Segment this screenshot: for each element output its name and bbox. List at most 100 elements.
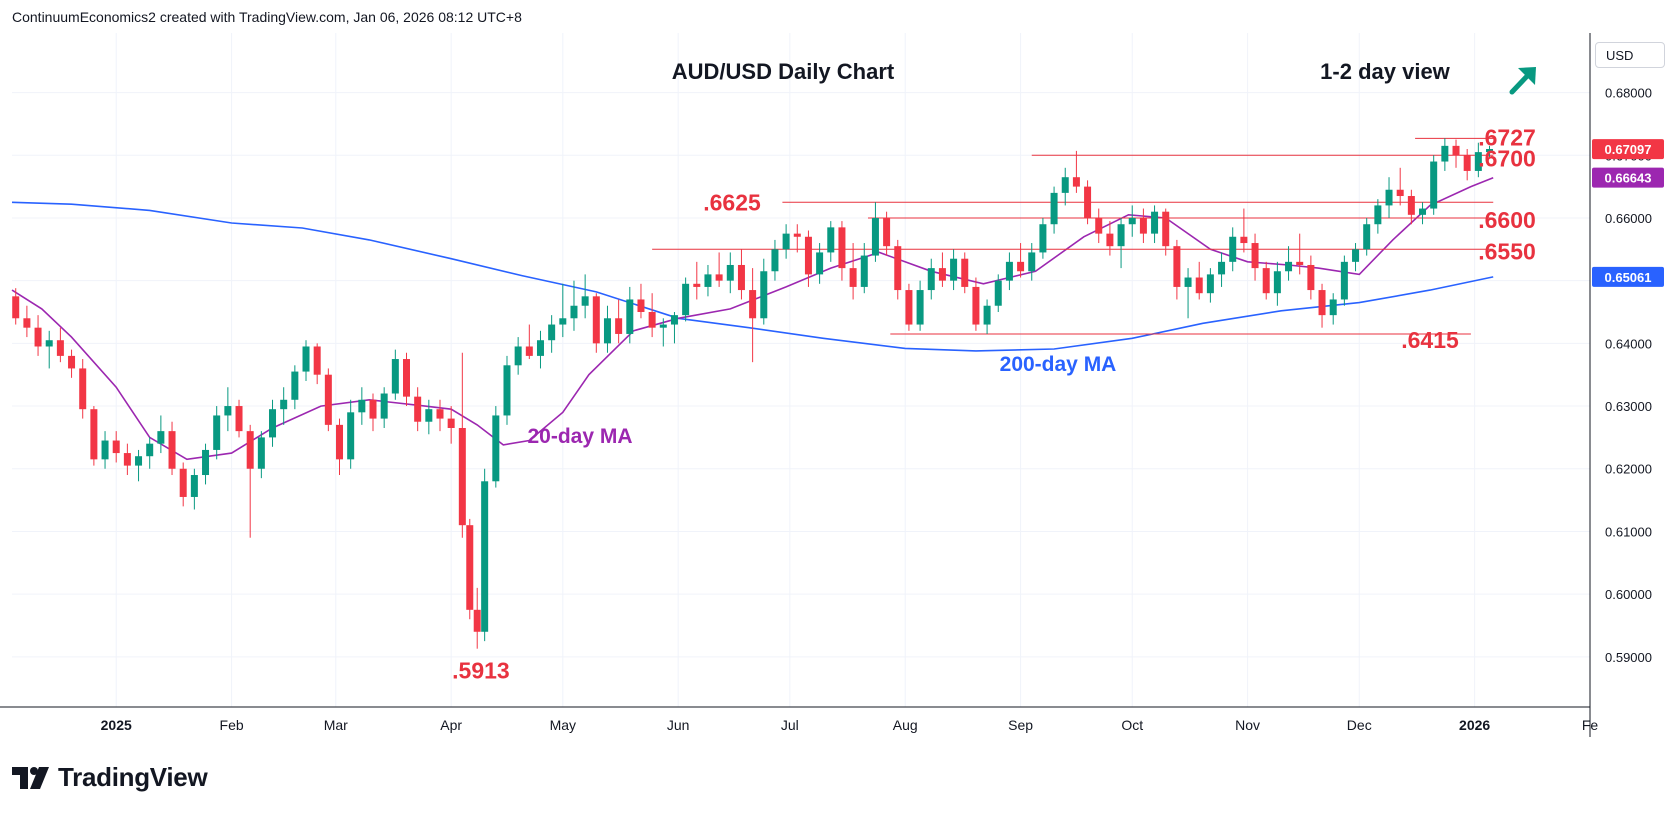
candle-body [782,233,790,250]
candle-body [536,340,544,356]
level-label: .6415 [1401,327,1459,353]
candle-body [224,406,232,416]
price-tick-label: 0.59000 [1605,650,1652,665]
candle-body [603,318,611,344]
chart-grid [12,33,1591,707]
candle-body [1452,145,1460,156]
candle-body [257,437,265,469]
candle-body [425,409,433,422]
candle-body [816,252,824,275]
view-label: 1-2 day view [1320,59,1451,84]
ma200-line [11,201,1494,352]
candle-body [704,274,712,287]
candle-body [659,324,667,328]
candle-body [1218,261,1226,275]
ma20-layer [11,177,1494,461]
candle-body [369,399,377,419]
candle-body [1028,252,1036,272]
candle-body [648,312,656,328]
candle-body [570,305,578,319]
price-tick-label: 0.62000 [1605,462,1652,477]
candle-body [860,255,868,287]
candle-body [492,415,500,482]
candle-body [391,359,399,394]
candle-body [1095,217,1103,234]
candle-body [436,409,444,419]
currency-label[interactable]: USD [1595,42,1665,68]
candle-body [1251,243,1259,269]
time-tick-label: Mar [324,717,348,733]
time-tick-label: May [550,717,576,733]
level-label: .6625 [703,189,761,215]
time-tick-label: Nov [1235,717,1260,733]
candle-body [291,371,299,400]
candle-body [1486,148,1494,153]
candle-body [1262,268,1270,294]
candle-body [1318,290,1326,316]
time-tick-label: 2026 [1459,717,1490,733]
level-label: .6550 [1478,238,1536,264]
candle-body [324,374,332,425]
candle-body [838,227,846,269]
candle-body [793,233,801,237]
candle-body [749,290,757,319]
candle-body [90,409,98,460]
annotation-layer: AUD/USD Daily Chart 1-2 day view .6727.670… [452,59,1536,684]
candle-body [950,258,958,281]
candle-body [871,217,879,256]
candle-body [1162,211,1170,247]
candle-body [626,299,634,334]
time-tick-label: Jul [781,717,799,733]
candle-body [1128,217,1136,225]
candle-body [347,412,355,460]
price-tick-label: 0.63000 [1605,399,1652,414]
candle-body [1184,277,1192,287]
candle-body [68,355,76,369]
candle-body [1385,189,1393,206]
tradingview-logo[interactable]: TradingView [12,762,208,793]
price-tick-label: 0.61000 [1605,524,1652,539]
candle-body [23,318,31,328]
candle-body [458,427,466,526]
time-tick-label: 2025 [101,717,132,733]
candle-body [1139,217,1147,234]
candle-body [894,246,902,291]
price-tag [1592,167,1664,188]
candle-body [525,346,533,356]
candle-body [358,399,366,413]
tradingview-logo-icon [12,766,49,789]
candle-body [637,299,645,313]
price-tag [1592,266,1664,287]
candle-body [190,475,198,497]
candle-body [1407,196,1415,215]
candle-body [1151,211,1159,234]
price-tag-label: 0.67097 [1605,142,1652,157]
ma20-label: 20-day MA [527,425,632,448]
candle-body [79,368,87,410]
candle-body [1463,155,1471,171]
price-tick-label: 0.60000 [1605,587,1652,602]
candle-body [1240,236,1248,244]
candle-body [1285,261,1293,272]
candle-body [1340,261,1348,300]
candle-body [447,418,455,428]
candle-body [202,449,210,476]
candle-body [403,359,410,397]
candle-body [1396,189,1404,197]
price-tags-layer: 0.67097 0.66643 0.65061 [1592,139,1664,287]
candle-body [1307,264,1315,291]
candle-body [827,227,835,253]
candle-body [12,296,20,319]
candle-body [938,268,946,281]
candle-body [1430,161,1438,209]
candle-body [916,290,924,325]
candle-body [715,274,723,281]
candle-body [179,468,187,497]
candle-body [726,264,734,281]
candle-body [112,440,120,454]
candles-layer [12,138,1494,649]
time-tick-label: Oct [1121,717,1143,733]
candle-body [56,340,64,356]
candle-body [1084,186,1092,218]
